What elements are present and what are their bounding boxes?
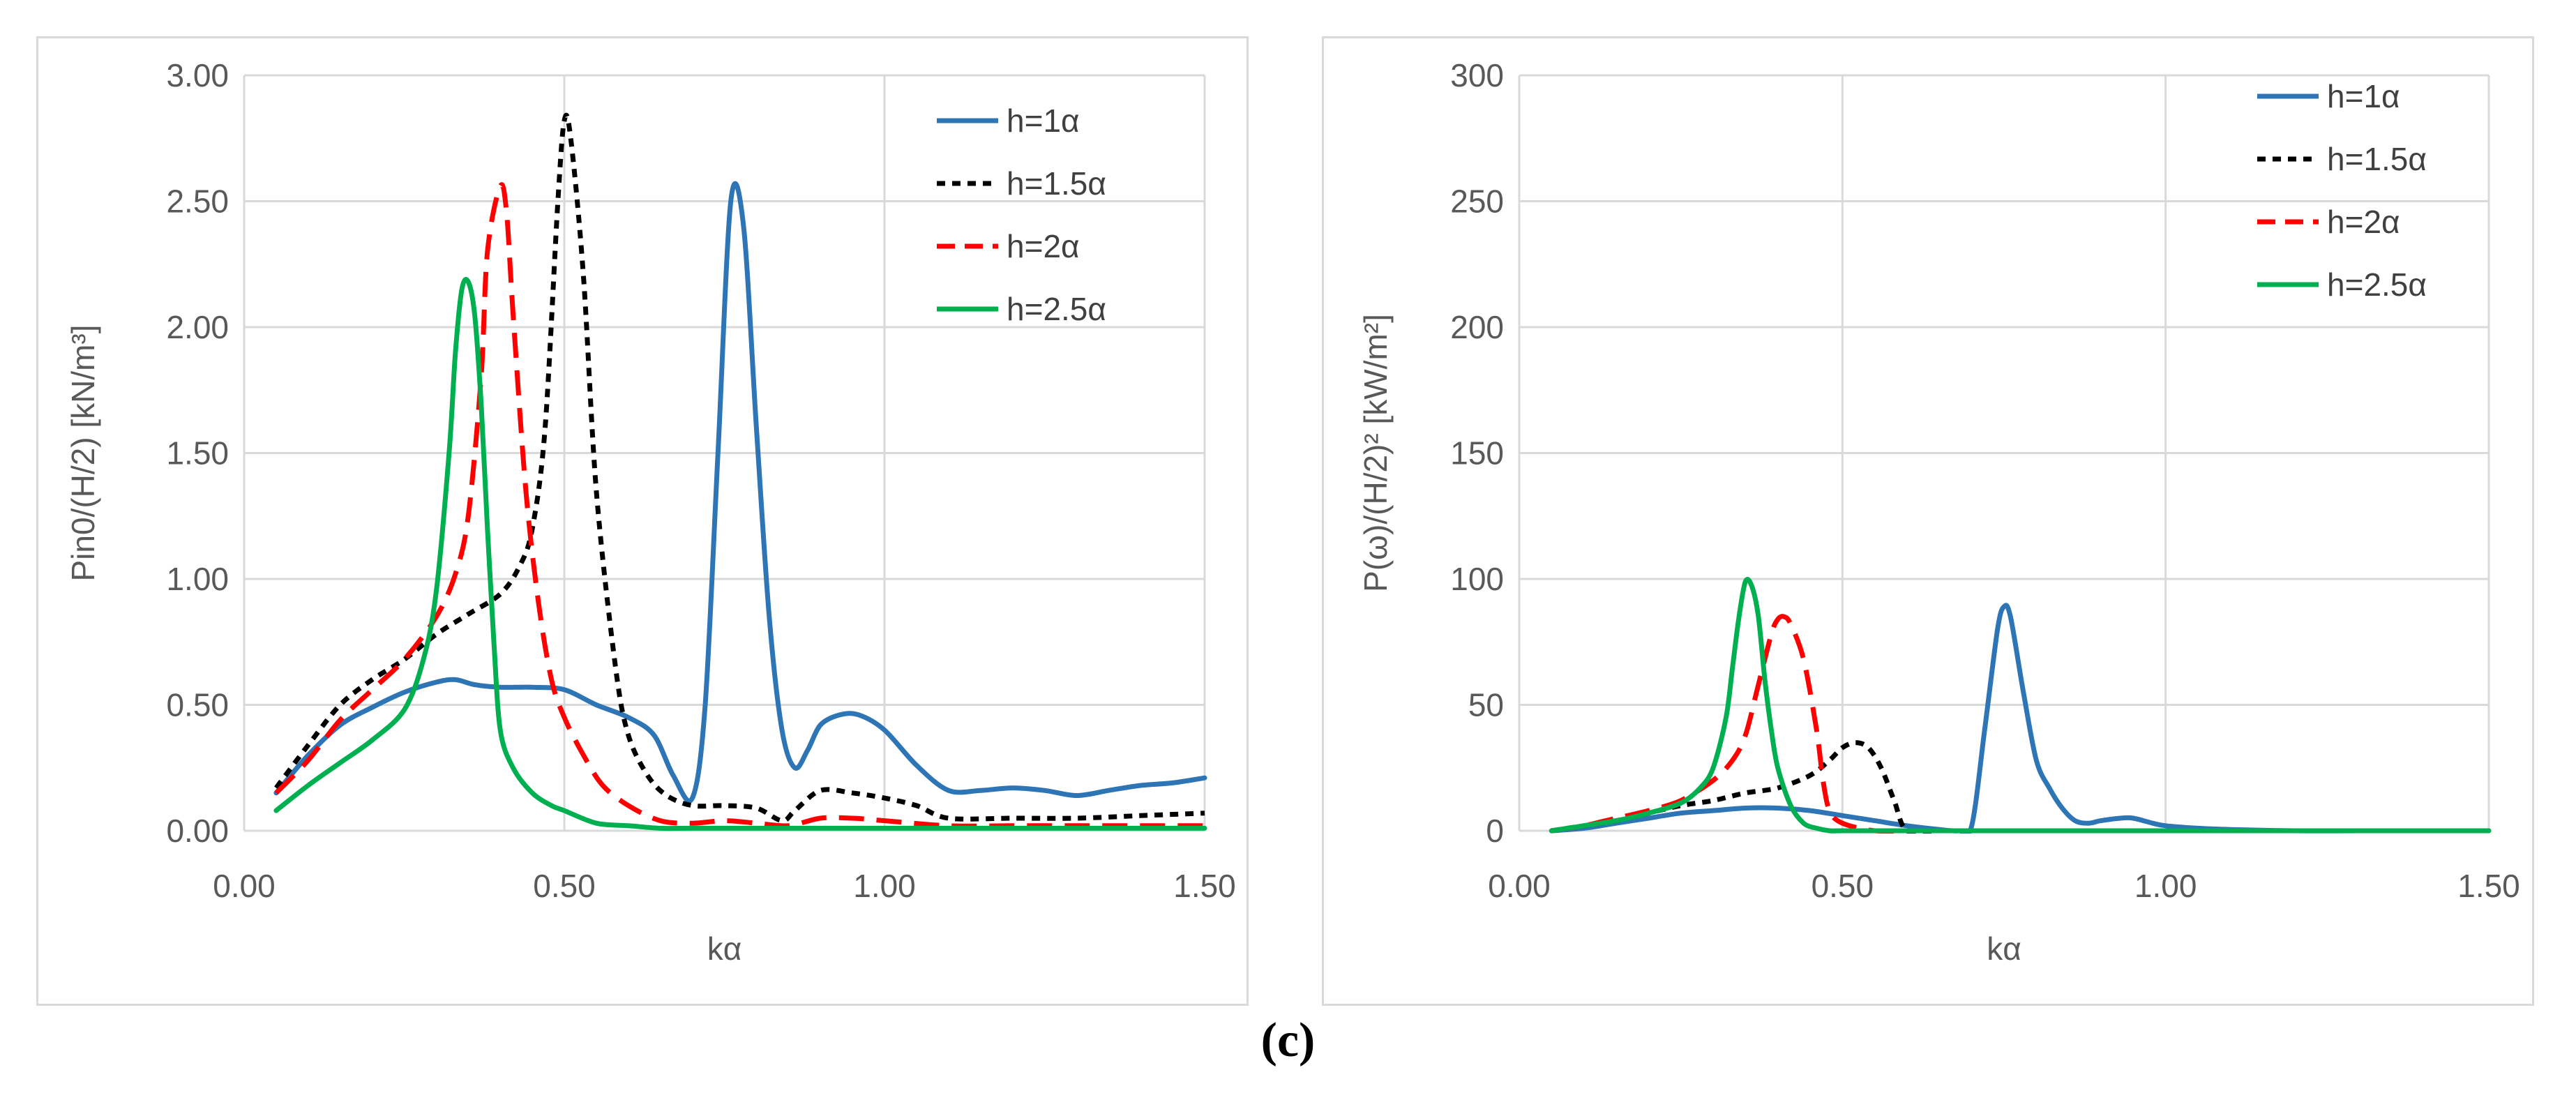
y-tick-label: 150 [1450,435,1504,472]
legend-label-1: h=1α [2327,78,2400,114]
x-tick-label: 1.00 [853,868,916,904]
figure-caption: (c) [1260,1014,1316,1067]
legend-label-4: h=2.5α [2327,266,2427,303]
y-tick-label: 50 [1468,687,1504,723]
series-line-4 [1549,577,2492,834]
y-tick-label: 200 [1450,309,1504,345]
legend-label-1: h=1α [1007,103,1080,139]
y-tick-label: 2.00 [166,309,229,345]
series-line-3 [1551,614,2489,834]
x-axis-title: kα [707,931,742,967]
y-tick-label: 300 [1450,57,1504,93]
legend-label-2: h=1.5α [2327,141,2427,177]
legend-label-3: h=2α [2327,204,2400,240]
pin0-chart: 0.00 0.50 1.00 1.50 2.00 2.50 3.00 0.00 0.50 1.00… [65,57,1236,967]
series-line-1 [273,181,1207,804]
x-tick-label: 1.50 [2457,868,2520,904]
y-tick-label: 3.00 [166,57,229,93]
series-line-4 [273,277,1207,831]
y-tick-label: 2.50 [166,183,229,220]
x-tick-label: 0.00 [1488,868,1551,904]
legend-label-3: h=2α [1007,228,1080,264]
power-chart: 0 50 100 150 200 250 300 0.00 0.50 1.00 1.50 kα P(ω)… [1357,57,2520,967]
chart-panel-right: 0 50 100 150 200 250 300 0.00 0.50 1.00 1.50 kα P(ω)… [1322,36,2534,1006]
y-axis-title: Pin0/(H/2) [kN/m³] [65,324,101,581]
x-tick-label: 1.00 [2134,868,2197,904]
x-tick-label: 1.50 [1173,868,1236,904]
series-line-1 [1549,603,2492,834]
y-tick-label: 1.50 [166,435,229,472]
series-line-2 [1551,740,2489,834]
y-tick-label: 100 [1450,561,1504,597]
y-tick-label: 0.00 [166,813,229,849]
x-tick-label: 0.00 [213,868,276,904]
x-axis-title: kα [1987,931,2021,967]
y-tick-label: 0.50 [166,687,229,723]
series-line-2 [274,112,1205,824]
y-tick-label: 0 [1486,813,1504,849]
x-tick-label: 0.50 [533,868,596,904]
y-tick-label: 250 [1450,183,1504,220]
x-tick-label: 0.50 [1812,868,1874,904]
y-tick-label: 1.00 [166,561,229,597]
chart-panel-left: 0.00 0.50 1.00 1.50 2.00 2.50 3.00 0.00 0.50 1.00… [36,36,1249,1006]
y-axis-title: P(ω)/(H/2)² [kW/m²] [1357,314,1394,592]
series-line-3 [274,182,1205,829]
legend-label-4: h=2.5α [1007,291,1106,327]
legend-label-2: h=1.5α [1007,165,1106,202]
